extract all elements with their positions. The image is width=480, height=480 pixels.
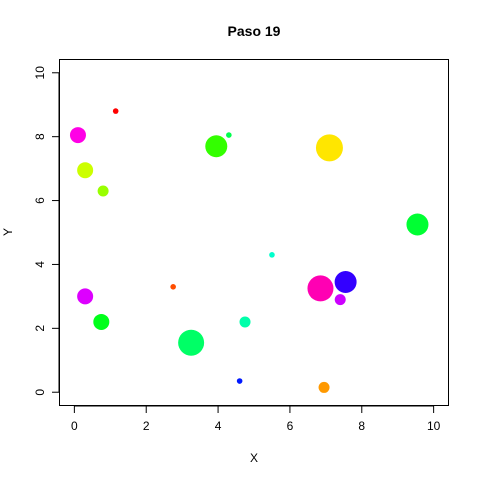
- x-axis: 0 2 4 6 8 10: [71, 405, 441, 433]
- y-tick-label: 2: [33, 325, 47, 332]
- data-point: [178, 329, 205, 356]
- y-axis: 0 2 4 6 8 10: [33, 66, 60, 396]
- x-tick-label: 10: [427, 419, 441, 433]
- x-axis-label: X: [250, 451, 258, 465]
- y-axis-label: Y: [1, 228, 15, 236]
- data-point: [77, 288, 94, 305]
- data-point: [269, 252, 275, 258]
- data-point: [334, 294, 346, 306]
- points-layer: [69, 108, 429, 393]
- data-point: [97, 185, 109, 197]
- y-tick-label: 8: [33, 133, 47, 140]
- y-tick-label: 10: [33, 66, 47, 80]
- x-tick-label: 4: [215, 419, 222, 433]
- data-point: [239, 316, 251, 328]
- data-point: [226, 132, 232, 138]
- data-point: [93, 313, 110, 330]
- x-tick-label: 6: [287, 419, 294, 433]
- x-tick-label: 8: [358, 419, 365, 433]
- data-point: [334, 271, 357, 294]
- data-point: [205, 135, 228, 158]
- data-point: [318, 381, 330, 393]
- data-point: [170, 284, 176, 290]
- data-point: [315, 134, 343, 162]
- data-point: [307, 275, 334, 302]
- y-tick-label: 6: [33, 197, 47, 204]
- y-tick-label: 0: [33, 389, 47, 396]
- chart-title: Paso 19: [228, 23, 281, 39]
- data-point: [406, 213, 429, 236]
- data-point: [236, 378, 243, 384]
- y-tick-label: 4: [33, 261, 47, 268]
- x-tick-label: 2: [143, 419, 150, 433]
- x-tick-label: 0: [71, 419, 78, 433]
- data-point: [77, 162, 94, 179]
- data-point: [112, 108, 119, 114]
- data-point: [69, 127, 86, 144]
